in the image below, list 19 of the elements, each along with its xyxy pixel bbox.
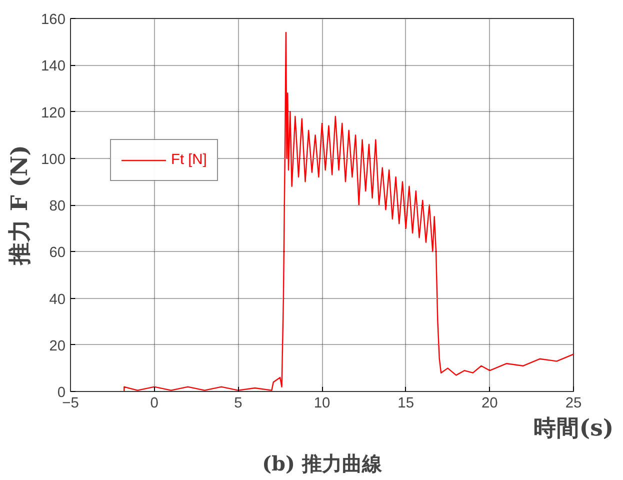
y-tick-label: 120 bbox=[41, 105, 66, 122]
x-tick-label: 15 bbox=[398, 396, 414, 412]
y-tick-label: 20 bbox=[49, 338, 66, 354]
legend-label: Ft [N] bbox=[171, 152, 207, 168]
x-tick-label: 20 bbox=[482, 396, 498, 412]
y-tick-label: 100 bbox=[41, 152, 66, 168]
y-tick-label: 80 bbox=[49, 198, 66, 214]
x-tick-label: 0 bbox=[150, 396, 158, 412]
x-tick-label: 5 bbox=[234, 396, 242, 412]
y-tick-label: 160 bbox=[41, 12, 66, 28]
line-series bbox=[124, 32, 574, 392]
x-tick-label: 10 bbox=[314, 396, 330, 412]
x-axis-title: 時間(s) bbox=[533, 416, 614, 442]
y-tick-label: 40 bbox=[49, 292, 66, 308]
y-tick-label: 140 bbox=[41, 58, 66, 75]
x-tick-label: 25 bbox=[565, 396, 582, 412]
y-axis-title: 推力 F (N) bbox=[7, 144, 34, 266]
y-tick-label: 60 bbox=[49, 245, 66, 262]
text: (b) 推力曲線 bbox=[262, 452, 383, 476]
